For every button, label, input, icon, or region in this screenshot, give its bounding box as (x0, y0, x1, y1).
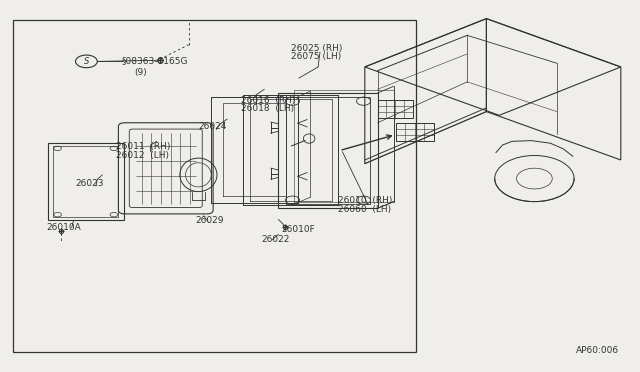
Text: 26024: 26024 (198, 122, 227, 131)
Text: 26012  (LH): 26012 (LH) (116, 151, 170, 160)
Bar (13, 20, 416, 352)
Text: 26022: 26022 (261, 235, 289, 244)
Bar (396, 123, 434, 141)
Text: 26010F: 26010F (282, 225, 316, 234)
Text: S: S (84, 57, 89, 66)
Text: 26029: 26029 (195, 216, 224, 225)
Text: 26011  (RH): 26011 (RH) (116, 142, 171, 151)
Text: 26010  (RH): 26010 (RH) (338, 196, 392, 205)
Bar (48, 143, 124, 220)
Text: 26060  (LH): 26060 (LH) (338, 205, 391, 214)
Text: 26018  (LH): 26018 (LH) (241, 104, 294, 113)
Bar (294, 90, 394, 202)
Text: (9): (9) (134, 68, 147, 77)
Text: 26023: 26023 (76, 179, 104, 188)
Text: AP60:006: AP60:006 (577, 346, 620, 355)
Bar (378, 100, 413, 118)
Bar (286, 97, 370, 204)
Bar (278, 93, 378, 208)
Text: 26075 (LH): 26075 (LH) (291, 52, 342, 61)
Text: 26010A: 26010A (46, 223, 81, 232)
Text: 26025 (RH): 26025 (RH) (291, 44, 342, 53)
Text: §08363-6165G: §08363-6165G (122, 56, 188, 65)
Text: 26016  (RH): 26016 (RH) (241, 96, 295, 105)
Bar (53, 146, 118, 217)
